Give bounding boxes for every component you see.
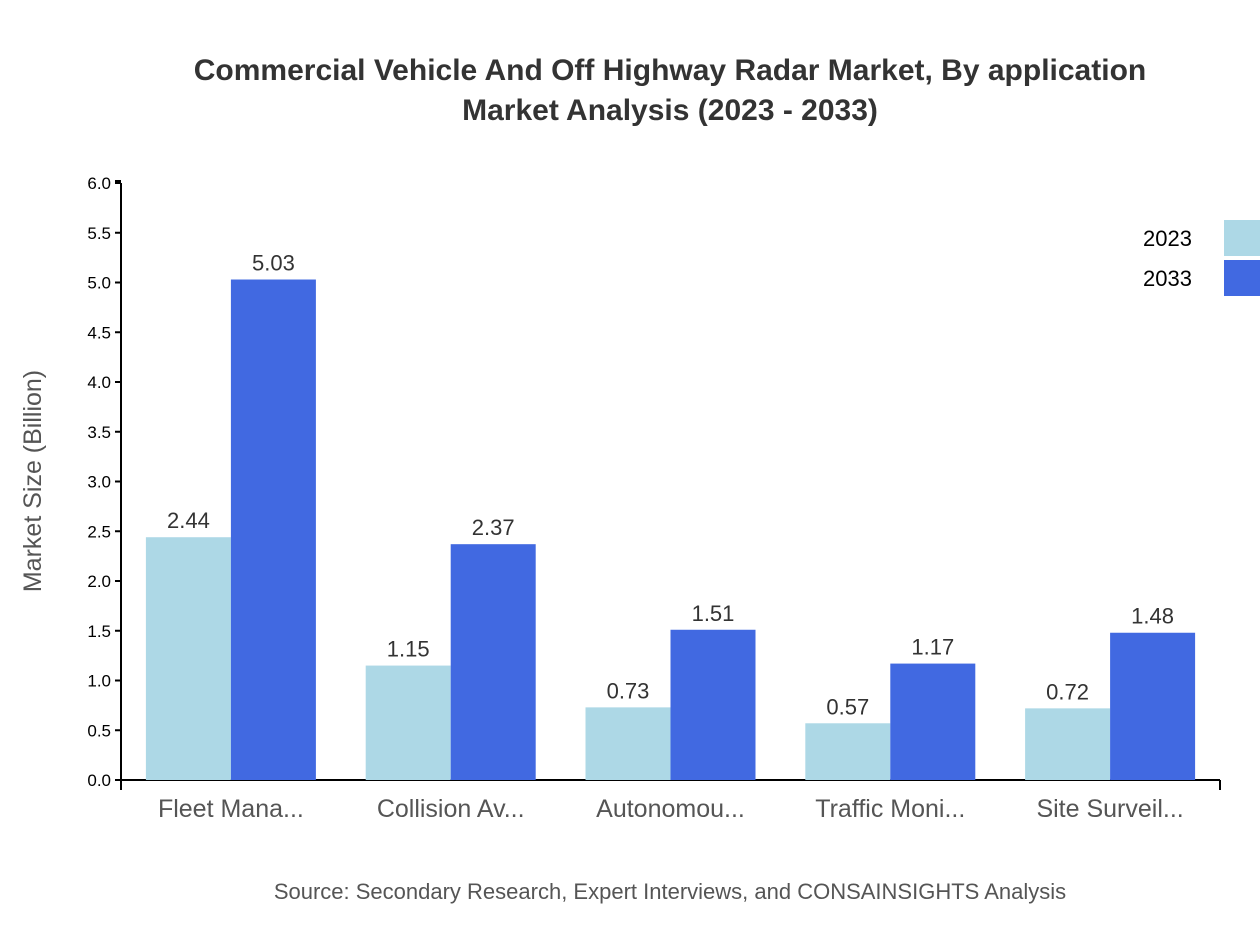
bar-2033	[230, 279, 316, 780]
data-label: 0.57	[826, 694, 869, 719]
bar-2033	[450, 544, 536, 780]
y-tick-label: 6.0	[87, 174, 111, 193]
x-tick-label: Site Surveil...	[1036, 795, 1183, 823]
y-tick-label: 0.0	[87, 771, 111, 790]
bar-2033	[890, 663, 976, 780]
x-axis: Fleet Mana... Collision Av... Autonomou...…	[120, 779, 1221, 823]
bar-2023	[585, 707, 671, 780]
x-tick-label: Collision Av...	[377, 795, 525, 823]
y-tick-label: 1.5	[87, 622, 111, 641]
bars: 2.44 5.03 1.15 2.37 0.73 1.51 0.57 1.17 0.72 1.48	[145, 251, 1196, 780]
y-axis: 0.0 0.5 1.0 1.5 2.0 2.5 3.0 3.5 4.0 4.5 5.0 5.5 6.0	[87, 174, 122, 790]
y-tick-label: 4.5	[87, 323, 111, 342]
x-tick-label: Fleet Mana...	[158, 795, 304, 823]
y-axis-label: Market Size (Billion)	[19, 370, 47, 592]
legend: 2023 2033	[1143, 220, 1260, 296]
bar-2023	[805, 723, 891, 780]
y-tick-label: 4.0	[87, 373, 111, 392]
data-label: 1.48	[1131, 604, 1174, 629]
bar-2023	[365, 665, 451, 780]
legend-label: 2023	[1143, 226, 1192, 251]
data-label: 5.03	[252, 251, 295, 276]
data-label: 2.44	[167, 508, 210, 533]
bar-2033	[1110, 632, 1196, 780]
bar-2023	[145, 537, 231, 780]
legend-swatch	[1224, 260, 1260, 296]
y-tick-label: 0.5	[87, 721, 111, 740]
y-tick-label: 5.0	[87, 274, 111, 293]
y-tick-label: 3.5	[87, 423, 111, 442]
data-label: 1.15	[387, 637, 430, 662]
data-label: 1.51	[692, 601, 735, 626]
legend-label: 2033	[1143, 266, 1192, 291]
y-tick-label: 2.5	[87, 522, 111, 541]
data-label: 1.17	[911, 635, 954, 660]
legend-swatch	[1224, 220, 1260, 256]
bar-2033	[670, 629, 756, 780]
x-tick-label: Traffic Moni...	[815, 795, 965, 823]
y-tick-label: 2.0	[87, 572, 111, 591]
chart-subtitle: Market Analysis (2023 - 2033)	[462, 94, 878, 127]
source-note: Source: Secondary Research, Expert Inter…	[274, 879, 1066, 904]
y-tick-label: 5.5	[87, 224, 111, 243]
bar-2023	[1025, 708, 1111, 780]
data-label: 2.37	[472, 515, 515, 540]
y-tick-label: 1.0	[87, 672, 111, 691]
data-label: 0.72	[1046, 679, 1089, 704]
data-label: 0.73	[607, 678, 650, 703]
y-tick-label: 3.0	[87, 473, 111, 492]
x-tick-label: Autonomou...	[596, 795, 745, 823]
chart-title: Commercial Vehicle And Off Highway Radar…	[194, 54, 1146, 87]
